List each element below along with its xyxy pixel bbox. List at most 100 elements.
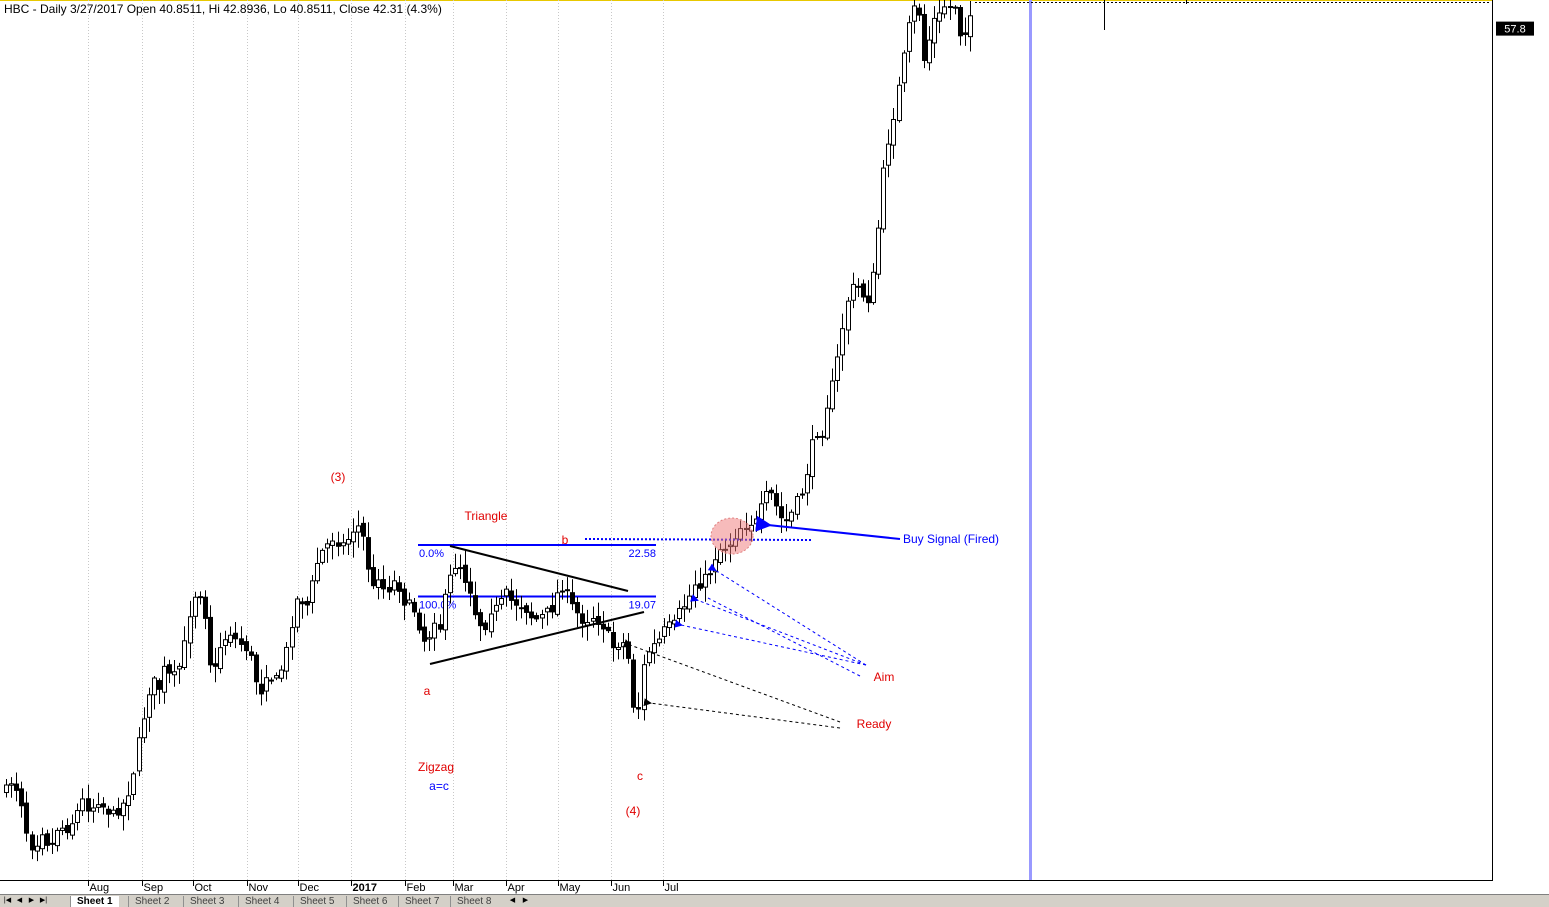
triangle-upper-line (449, 545, 629, 592)
month-label: Nov (249, 882, 269, 894)
candle-body (80, 798, 85, 812)
candle-body (361, 522, 366, 537)
candle-body (126, 795, 131, 807)
candle-body (524, 605, 529, 613)
candle-body (284, 646, 289, 672)
candle-body (866, 295, 871, 304)
candle-body (963, 32, 968, 35)
candle-body (392, 580, 397, 591)
candle-body (840, 328, 845, 356)
candle-body (948, 6, 953, 9)
candle-body (458, 567, 463, 570)
candle-body (652, 643, 657, 654)
candle-body (861, 283, 866, 298)
candle-body (407, 599, 412, 604)
tab-sheet-1[interactable]: Sheet 1 (70, 896, 119, 907)
tab-sheet-8[interactable]: Sheet 8 (450, 896, 498, 907)
aim-arrow (707, 597, 861, 677)
candle-body (60, 827, 65, 831)
candle-body (509, 590, 514, 601)
candle-body (876, 227, 881, 275)
candle-body (825, 407, 830, 439)
candle-body (40, 834, 45, 850)
sheet-scroll-right-icon[interactable]: ▶ (522, 897, 529, 904)
month-label: Jun (613, 882, 631, 894)
tab-sheet-3[interactable]: Sheet 3 (183, 896, 231, 907)
candle-body (295, 598, 300, 628)
candle-body (927, 39, 932, 64)
candle-body (871, 271, 876, 304)
candle-body (642, 664, 647, 711)
candle-body (534, 615, 539, 620)
candle-body (50, 842, 55, 845)
candle-body (667, 621, 672, 629)
candle-body (846, 300, 851, 331)
candle-body (259, 683, 264, 695)
candle-body (621, 642, 626, 648)
candle-body (606, 626, 611, 632)
candle-body (795, 496, 800, 515)
tab-sheet-6[interactable]: Sheet 6 (346, 896, 394, 907)
aim-arrow (674, 619, 867, 666)
aim-arrow (689, 594, 867, 666)
prev-sheet-icon[interactable]: ◀ (16, 897, 23, 904)
candle-body (626, 641, 631, 659)
candle-body (9, 783, 14, 786)
candle-body (698, 583, 703, 589)
candle-body (19, 788, 24, 807)
tab-sheet-7[interactable]: Sheet 7 (398, 896, 446, 907)
candle-body (86, 798, 91, 812)
candle-body (233, 632, 238, 640)
candle-body (504, 588, 509, 597)
candle-body (402, 588, 407, 606)
candle-body (779, 506, 784, 519)
candle-body (774, 493, 779, 507)
first-sheet-icon[interactable]: |◀ (3, 897, 12, 904)
candle-body (182, 640, 187, 669)
candle-body (198, 596, 203, 599)
next-sheet-icon[interactable]: ▶ (28, 897, 35, 904)
candle-body (188, 616, 193, 644)
candle-body (142, 718, 147, 739)
sheet-scroll-left-icon[interactable]: ◀ (509, 897, 516, 904)
candle-body (657, 638, 662, 644)
last-sheet-icon[interactable]: ▶| (39, 897, 48, 904)
candle-body (764, 490, 769, 504)
month-label: Mar (455, 882, 474, 894)
candle-body (550, 605, 555, 613)
candle-body (172, 671, 177, 676)
tab-sheet-4[interactable]: Sheet 4 (238, 896, 286, 907)
candle-body (341, 542, 346, 547)
candle-body (565, 589, 570, 592)
candle-body (397, 582, 402, 592)
annotation-wave3: (3) (331, 470, 346, 484)
fib-value-label: 22.58 (628, 548, 656, 560)
fib-value-label: 19.07 (628, 599, 656, 611)
candle-body (432, 622, 437, 639)
annotation-wave4: (4) (626, 804, 641, 818)
candle-body (4, 784, 9, 794)
ready-arrow (622, 639, 841, 723)
candle-body (65, 824, 70, 834)
candle-body (269, 679, 274, 682)
month-label: Dec (300, 882, 320, 894)
annotation-triangle: Triangle (465, 509, 508, 523)
candle-body (922, 13, 927, 61)
candle-body (381, 579, 386, 590)
candle-body (45, 833, 50, 846)
tab-sheet-2[interactable]: Sheet 2 (128, 896, 176, 907)
buy-signal-arrow (755, 515, 901, 540)
candle-body (820, 435, 825, 438)
breakout-dotted-line (584, 538, 813, 541)
candle-body (254, 654, 259, 683)
candle-body (223, 639, 228, 646)
candle-body (106, 808, 111, 815)
candle-body (596, 615, 601, 625)
candle-body (167, 664, 172, 674)
candle-body (886, 143, 891, 166)
candle-body (917, 7, 922, 16)
tab-sheet-5[interactable]: Sheet 5 (293, 896, 341, 907)
candle-body (682, 606, 687, 610)
breakout-highlight (710, 517, 754, 555)
